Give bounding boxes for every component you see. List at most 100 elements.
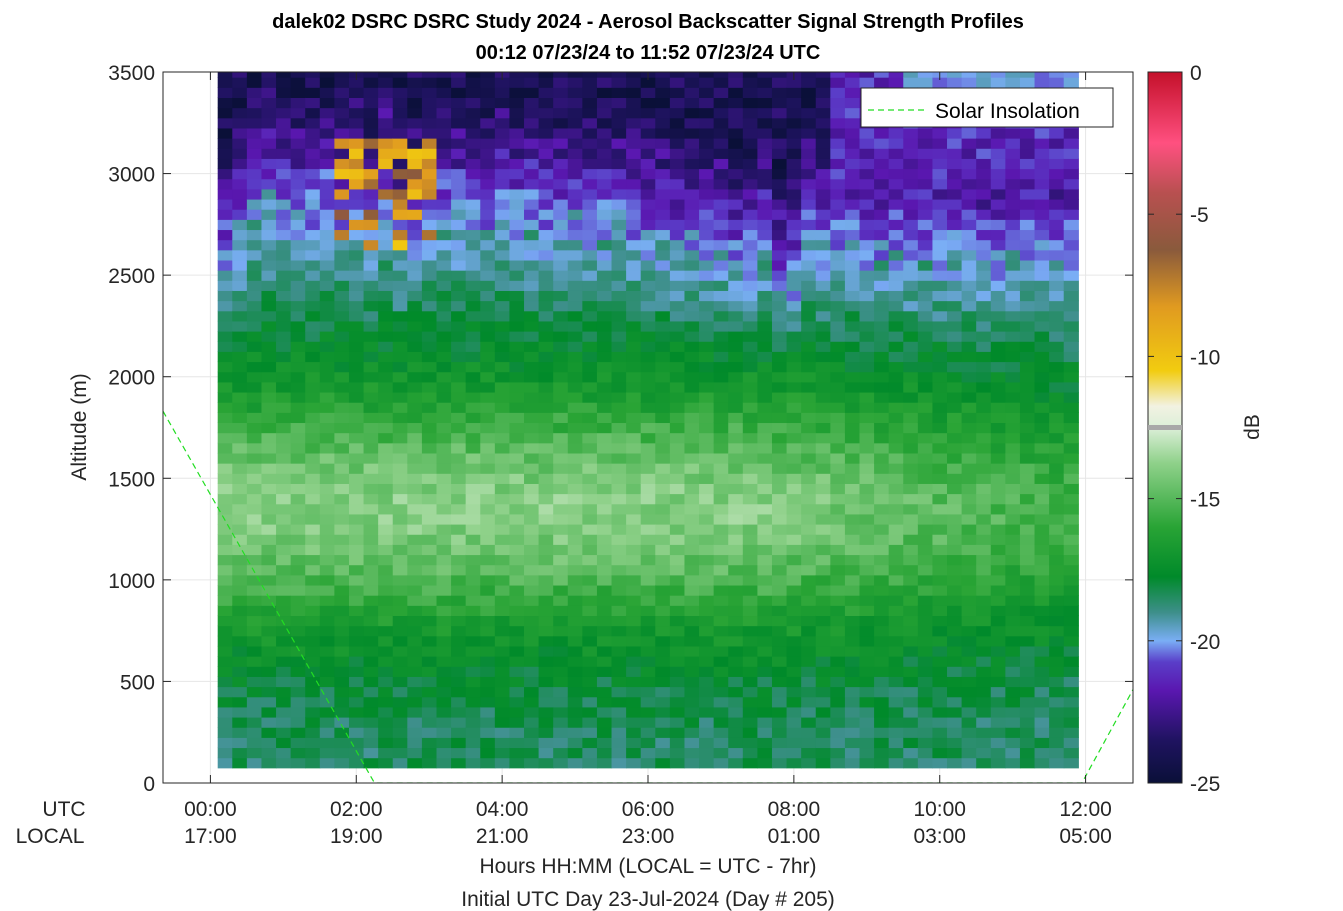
heatmap-cell (699, 656, 715, 667)
heatmap-cell (990, 625, 1006, 637)
heatmap-cell (699, 229, 715, 241)
heatmap-cell (669, 747, 686, 759)
heatmap-cell (392, 300, 408, 312)
heatmap-cell (932, 686, 948, 698)
heatmap-cell (553, 270, 569, 281)
heatmap-cell (276, 513, 292, 525)
heatmap-cell (363, 178, 379, 190)
heatmap-cell (626, 138, 642, 149)
heatmap-cell (348, 676, 365, 688)
heatmap-cell (1034, 432, 1050, 444)
heatmap-cell (947, 463, 963, 474)
heatmap-cell (348, 747, 365, 759)
heatmap-cell (538, 412, 554, 424)
heatmap-cell (1034, 554, 1050, 566)
heatmap-cell (407, 615, 423, 627)
heatmap-cell (874, 686, 890, 698)
heatmap-cell (669, 686, 686, 698)
heatmap-cell (334, 391, 350, 403)
heatmap-cell (1049, 452, 1065, 464)
heatmap-cell (392, 483, 408, 495)
heatmap-cell (465, 696, 481, 708)
heatmap-cell (655, 696, 671, 708)
heatmap-cell (917, 290, 934, 302)
heatmap-cell (888, 432, 904, 444)
heatmap-cell (917, 432, 934, 444)
heatmap-cell (553, 584, 569, 596)
heatmap-cell (771, 148, 788, 159)
heatmap-cell (421, 645, 438, 657)
heatmap-cell (961, 351, 977, 363)
heatmap-cell (830, 310, 846, 322)
heatmap-cell (947, 320, 963, 332)
heatmap-cell (874, 656, 890, 667)
heatmap-cell (305, 341, 321, 352)
heatmap-cell (669, 595, 686, 606)
heatmap-cell (1005, 270, 1021, 281)
heatmap-cell (1049, 249, 1065, 261)
heatmap-cell (757, 77, 773, 88)
heatmap-cell (830, 757, 846, 769)
heatmap-cell (844, 341, 861, 352)
heatmap-cell (1019, 523, 1036, 535)
heatmap-cell (582, 259, 598, 271)
heatmap-cell (669, 158, 686, 170)
heatmap-cell (699, 513, 715, 525)
heatmap-cell (596, 320, 613, 332)
heatmap-cell (494, 696, 511, 708)
heatmap-cell (947, 412, 963, 424)
heatmap-cell (742, 209, 758, 220)
heatmap-cell (421, 77, 438, 88)
heatmap-cell (378, 503, 394, 515)
heatmap-cell (305, 737, 321, 749)
heatmap-cell (684, 635, 700, 647)
heatmap-cell (480, 493, 496, 505)
heatmap-cell (699, 290, 715, 302)
heatmap-cell (771, 574, 788, 586)
heatmap-cell (976, 706, 992, 718)
heatmap-cell (757, 584, 773, 596)
heatmap-cell (451, 645, 467, 657)
heatmap-cell (480, 473, 496, 484)
heatmap-cell (728, 584, 744, 596)
heatmap-cell (553, 523, 569, 535)
heatmap-cell (874, 361, 890, 373)
heatmap-cell (348, 503, 365, 515)
heatmap-cell (553, 747, 569, 759)
heatmap-cell (728, 483, 744, 495)
heatmap-cell (276, 107, 292, 119)
heatmap-cell (844, 270, 861, 281)
heatmap-cell (553, 706, 569, 718)
heatmap-cell (392, 117, 408, 129)
heatmap-cell (494, 757, 511, 769)
heatmap-cell (1049, 645, 1065, 657)
heatmap-cell (436, 229, 452, 241)
heatmap-cell (844, 706, 861, 718)
heatmap-cell (348, 97, 365, 109)
heatmap-cell (815, 97, 831, 109)
heatmap-cell (611, 381, 627, 393)
heatmap-cell (990, 432, 1006, 444)
heatmap-cell (348, 239, 365, 251)
heatmap-cell (815, 72, 831, 78)
heatmap-cell (524, 249, 540, 261)
heatmap-cell (917, 534, 934, 545)
heatmap-cell (917, 138, 934, 149)
heatmap-cell (218, 57, 233, 68)
heatmap-cell (363, 625, 379, 637)
heatmap-cell (611, 138, 627, 149)
heatmap-cell (859, 381, 875, 393)
heatmap-cell (801, 280, 817, 291)
heatmap-cell (888, 635, 904, 647)
heatmap-cell (567, 595, 583, 606)
heatmap-cell (246, 432, 263, 444)
heatmap-cell (684, 361, 700, 373)
heatmap-cell (407, 198, 423, 210)
heatmap-cell (947, 635, 963, 647)
heatmap-cell (246, 371, 263, 383)
heatmap-cell (407, 696, 423, 708)
heatmap-cell (246, 361, 263, 373)
heatmap-cell (524, 422, 540, 434)
heatmap-cell (276, 310, 292, 322)
heatmap-cell (917, 747, 934, 759)
